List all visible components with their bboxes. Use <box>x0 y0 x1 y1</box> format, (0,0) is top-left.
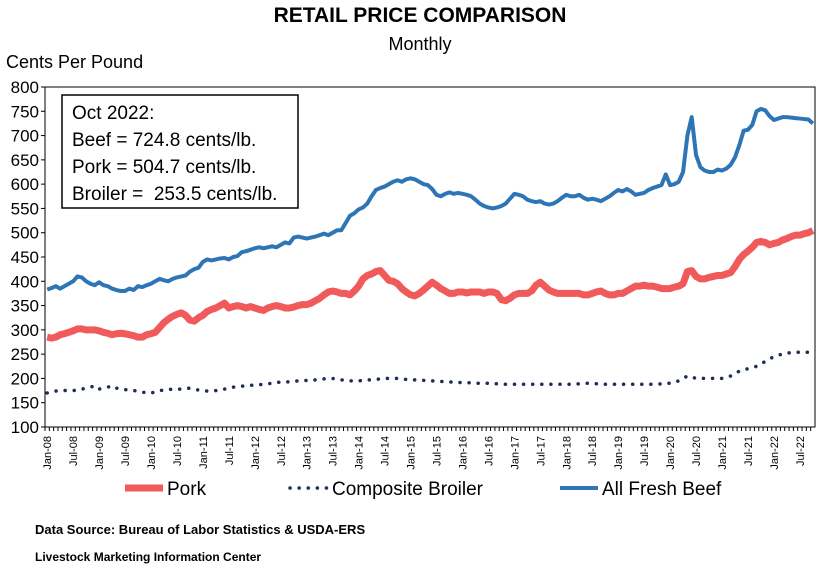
x-tick-label: Jan-15 <box>406 436 418 470</box>
annotation-text: Beef = 724.8 cents/lb. <box>72 130 256 151</box>
y-tick-label: 500 <box>11 224 39 243</box>
annotation-text: Oct 2022: <box>72 103 154 124</box>
chart-subtitle: Monthly <box>388 34 451 54</box>
y-tick-label: 800 <box>11 78 39 97</box>
x-tick-label: Jul-09 <box>120 436 132 466</box>
x-tick-label: Jul-21 <box>743 436 755 466</box>
y-tick-label: 300 <box>11 321 39 340</box>
x-tick-label: Jul-11 <box>224 436 236 465</box>
y-tick-label: 450 <box>11 248 39 267</box>
y-tick-label: 400 <box>11 272 39 291</box>
x-tick-label: Jan-19 <box>613 436 625 470</box>
x-tick-label: Jan-20 <box>665 436 677 470</box>
y-tick-label: 100 <box>11 418 39 437</box>
annotation-text: Pork = 504.7 cents/lb. <box>72 157 256 178</box>
x-tick-label: Jan-14 <box>354 436 366 470</box>
x-tick-label: Jan-08 <box>42 436 54 470</box>
y-tick-label: 750 <box>11 102 39 121</box>
y-tick-label: 250 <box>11 345 39 364</box>
x-tick-label: Jul-14 <box>380 436 392 466</box>
x-tick-label: Jul-22 <box>795 436 807 466</box>
x-tick-label: Jul-18 <box>587 436 599 466</box>
x-tick-label: Jul-16 <box>483 436 495 466</box>
annotation-box <box>61 94 299 209</box>
x-tick-label: Jul-10 <box>172 436 184 466</box>
x-tick-label: Jan-22 <box>769 436 781 470</box>
y-tick-label: 600 <box>11 175 39 194</box>
x-tick-label: Jul-20 <box>691 436 703 466</box>
chart-title: RETAIL PRICE COMPARISON <box>274 4 567 27</box>
annotation-text: Broiler = 253.5 cents/lb. <box>72 184 277 205</box>
series-line <box>45 350 815 395</box>
series-line <box>46 227 815 342</box>
x-tick-label: Jan-13 <box>302 436 314 470</box>
x-tick-label: Jan-12 <box>250 436 262 470</box>
x-tick-label: Jan-17 <box>509 436 521 470</box>
x-tick-label: Jan-21 <box>717 436 729 470</box>
y-tick-label: 550 <box>11 199 39 218</box>
y-tick-label: 150 <box>11 394 39 413</box>
y-tick-label: 200 <box>11 369 39 388</box>
x-tick-label: Jan-18 <box>561 436 573 470</box>
legend-label: All Fresh Beef <box>602 479 722 500</box>
source-note: Data Source: Bureau of Labor Statistics … <box>35 522 365 537</box>
y-tick-label: 650 <box>11 151 39 170</box>
x-tick-label: Jan-11 <box>198 436 210 469</box>
legend-label: Pork <box>167 479 207 500</box>
x-tick-label: Jan-10 <box>146 436 158 470</box>
y-tick-label: 350 <box>11 297 39 316</box>
x-tick-label: Jan-16 <box>457 436 469 470</box>
x-tick-label: Jul-19 <box>639 436 651 466</box>
x-tick-label: Jul-17 <box>535 436 547 466</box>
x-tick-label: Jan-09 <box>94 436 106 470</box>
y-axis-label: Cents Per Pound <box>6 52 143 72</box>
x-tick-label: Jul-15 <box>431 436 443 466</box>
legend-label: Composite Broiler <box>332 479 484 500</box>
x-tick-label: Jul-13 <box>328 436 340 466</box>
credit-note: Livestock Marketing Information Center <box>35 550 261 564</box>
series-line <box>46 106 815 293</box>
x-tick-label: Jul-08 <box>68 436 80 466</box>
y-tick-label: 700 <box>11 127 39 146</box>
x-tick-label: Jul-12 <box>276 436 288 466</box>
